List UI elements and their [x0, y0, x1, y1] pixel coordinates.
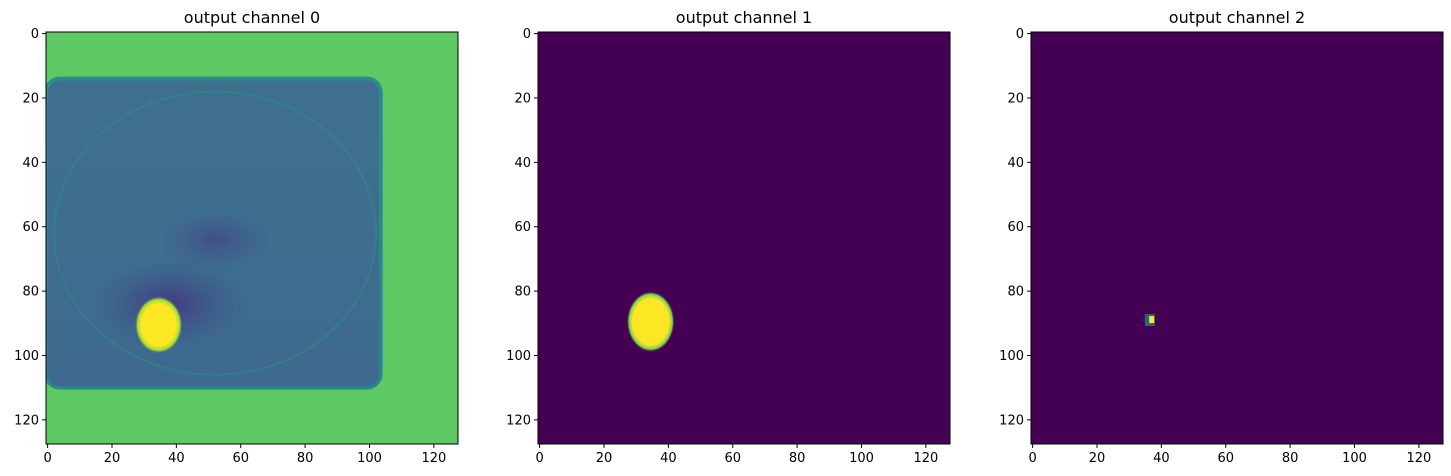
panel-title: output channel 0 [184, 8, 320, 27]
y-tick-label: 60 [514, 220, 531, 235]
axes-frame [45, 31, 459, 445]
x-tick-label: 120 [421, 451, 446, 466]
x-tick-label: 20 [1089, 451, 1106, 466]
heatmap-background [538, 32, 950, 444]
y-tick-label: 40 [22, 156, 39, 171]
y-tick-label: 60 [1007, 220, 1024, 235]
y-tick-label: 40 [514, 156, 531, 171]
x-tick-label: 100 [1342, 451, 1367, 466]
x-tick-label: 40 [168, 451, 185, 466]
x-tick-label: 120 [1406, 451, 1431, 466]
x-tick-label: 20 [596, 451, 613, 466]
bright-spot [134, 295, 183, 354]
y-tick-label: 100 [999, 349, 1024, 364]
y-tick-label: 0 [1016, 27, 1024, 42]
heatmap-image [46, 32, 458, 444]
panel-title: output channel 2 [1169, 8, 1305, 27]
axes-frame [1030, 31, 1444, 445]
y-tick-label: 80 [514, 285, 531, 300]
bright-spot [1149, 316, 1155, 324]
y-tick-label: 80 [1007, 285, 1024, 300]
y-tick-label: 100 [506, 349, 531, 364]
heatmap-image [538, 32, 950, 444]
panel-output-channel-0: output channel 0 0 20 40 60 80 100 120 0 20 40 60 80… [14, 8, 459, 466]
panel-title: output channel 1 [676, 8, 812, 27]
heatmap-background [1031, 32, 1443, 444]
heatmap-image [1031, 32, 1443, 444]
x-tick-label: 100 [849, 451, 874, 466]
y-tick-label: 100 [14, 349, 39, 364]
y-tick-label: 60 [22, 220, 39, 235]
bright-spot [626, 291, 675, 353]
x-tick-label: 40 [1153, 451, 1170, 466]
x-tick-label: 0 [43, 451, 51, 466]
x-tick-label: 80 [789, 451, 806, 466]
x-tick-label: 0 [535, 451, 543, 466]
x-tick-label: 0 [1028, 451, 1036, 466]
y-tick-label: 20 [514, 91, 531, 106]
x-tick-label: 120 [913, 451, 938, 466]
x-tick-label: 80 [297, 451, 314, 466]
x-tick-label: 100 [357, 451, 382, 466]
y-tick-label: 120 [14, 413, 39, 428]
x-tick-label: 40 [660, 451, 677, 466]
x-tick-label: 20 [104, 451, 121, 466]
axes-frame [537, 31, 951, 445]
panel-output-channel-1: output channel 1 0 20 40 60 80 100 120 0 20 40 60 80… [506, 8, 951, 466]
x-tick-label: 60 [232, 451, 249, 466]
y-tick-label: 80 [22, 285, 39, 300]
y-tick-label: 120 [506, 413, 531, 428]
y-tick-label: 40 [1007, 156, 1024, 171]
y-tick-label: 0 [523, 27, 531, 42]
y-tick-label: 0 [31, 27, 39, 42]
y-tick-label: 20 [1007, 91, 1024, 106]
x-tick-label: 80 [1282, 451, 1299, 466]
y-tick-label: 20 [22, 91, 39, 106]
y-tick-label: 120 [999, 413, 1024, 428]
panel-output-channel-2: output channel 2 0 20 40 60 80 100 120 0 20 40 60 80… [999, 8, 1444, 466]
x-tick-label: 60 [724, 451, 741, 466]
x-tick-label: 60 [1217, 451, 1234, 466]
